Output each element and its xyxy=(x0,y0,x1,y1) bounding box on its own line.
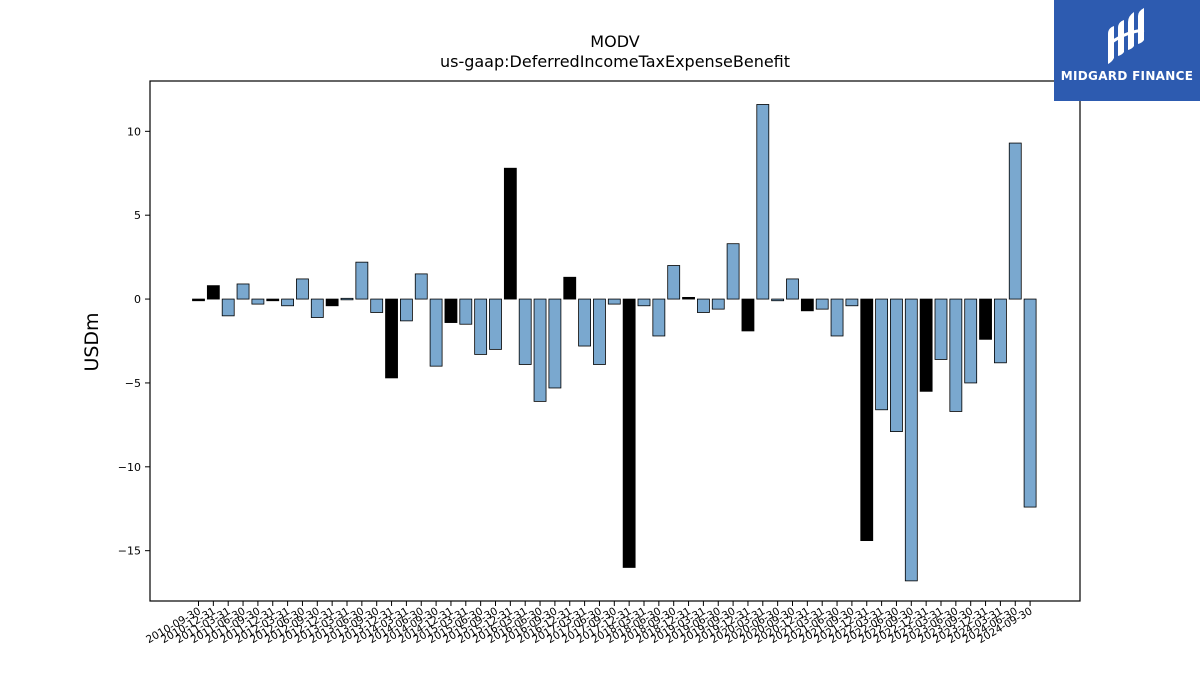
bar xyxy=(296,278,309,300)
bar xyxy=(815,298,829,310)
bar xyxy=(1023,298,1037,508)
brand-logo: MIDGARD FINANCE xyxy=(1054,0,1200,101)
bar xyxy=(399,298,413,322)
bar xyxy=(860,298,874,542)
bar xyxy=(266,298,280,302)
bar xyxy=(578,298,591,347)
bar xyxy=(800,298,814,312)
bar xyxy=(593,298,606,365)
bar xyxy=(444,298,458,323)
y-tick-label: −15 xyxy=(118,545,141,558)
bar xyxy=(741,298,755,332)
bar xyxy=(904,298,918,582)
bar xyxy=(370,298,384,313)
bar xyxy=(206,285,220,300)
bar xyxy=(340,297,354,301)
bar xyxy=(979,298,992,340)
bar xyxy=(548,298,562,389)
bar xyxy=(994,298,1007,364)
bar xyxy=(830,298,844,337)
y-tick-label: 5 xyxy=(134,209,141,222)
bar xyxy=(875,298,888,411)
bar xyxy=(667,265,681,300)
bar xyxy=(786,278,799,300)
bar xyxy=(281,298,295,307)
bar xyxy=(1008,142,1022,300)
bar xyxy=(355,261,369,300)
bar xyxy=(533,298,547,402)
bar xyxy=(949,298,963,412)
bar xyxy=(890,298,903,432)
bar xyxy=(310,298,324,318)
bar xyxy=(563,276,577,300)
bar xyxy=(682,296,695,300)
bar xyxy=(756,104,770,300)
bar xyxy=(325,298,339,307)
bar xyxy=(251,298,265,305)
bar xyxy=(697,298,710,313)
bar xyxy=(845,298,859,307)
bar xyxy=(192,298,205,302)
bar xyxy=(221,298,235,317)
chart-subtitle: us-gaap:DeferredIncomeTaxExpenseBenefit xyxy=(439,52,791,71)
plot-frame xyxy=(149,80,1081,602)
bar xyxy=(919,298,933,392)
bar xyxy=(934,298,948,360)
y-tick-label: −5 xyxy=(125,377,141,390)
bar xyxy=(503,167,517,300)
bar xyxy=(236,283,250,300)
midgard-logo-icon xyxy=(1108,8,1145,64)
chart-title: MODV xyxy=(590,32,640,51)
y-tick-label: 0 xyxy=(134,293,141,306)
bar xyxy=(726,243,740,300)
bar xyxy=(711,298,725,310)
bar xyxy=(637,298,651,307)
bar xyxy=(474,298,488,355)
y-tick-label: −10 xyxy=(118,461,141,474)
bar xyxy=(652,298,666,337)
bar xyxy=(622,298,636,568)
bar xyxy=(518,298,532,365)
bar xyxy=(385,298,398,379)
brand-name: MIDGARD FINANCE xyxy=(1060,69,1194,83)
bar xyxy=(607,298,621,305)
bar xyxy=(964,298,978,384)
bar xyxy=(489,298,502,350)
bar xyxy=(414,273,428,300)
bar xyxy=(429,298,443,367)
y-tick-label: 10 xyxy=(127,125,141,138)
bar xyxy=(459,298,473,325)
bar xyxy=(771,298,785,302)
